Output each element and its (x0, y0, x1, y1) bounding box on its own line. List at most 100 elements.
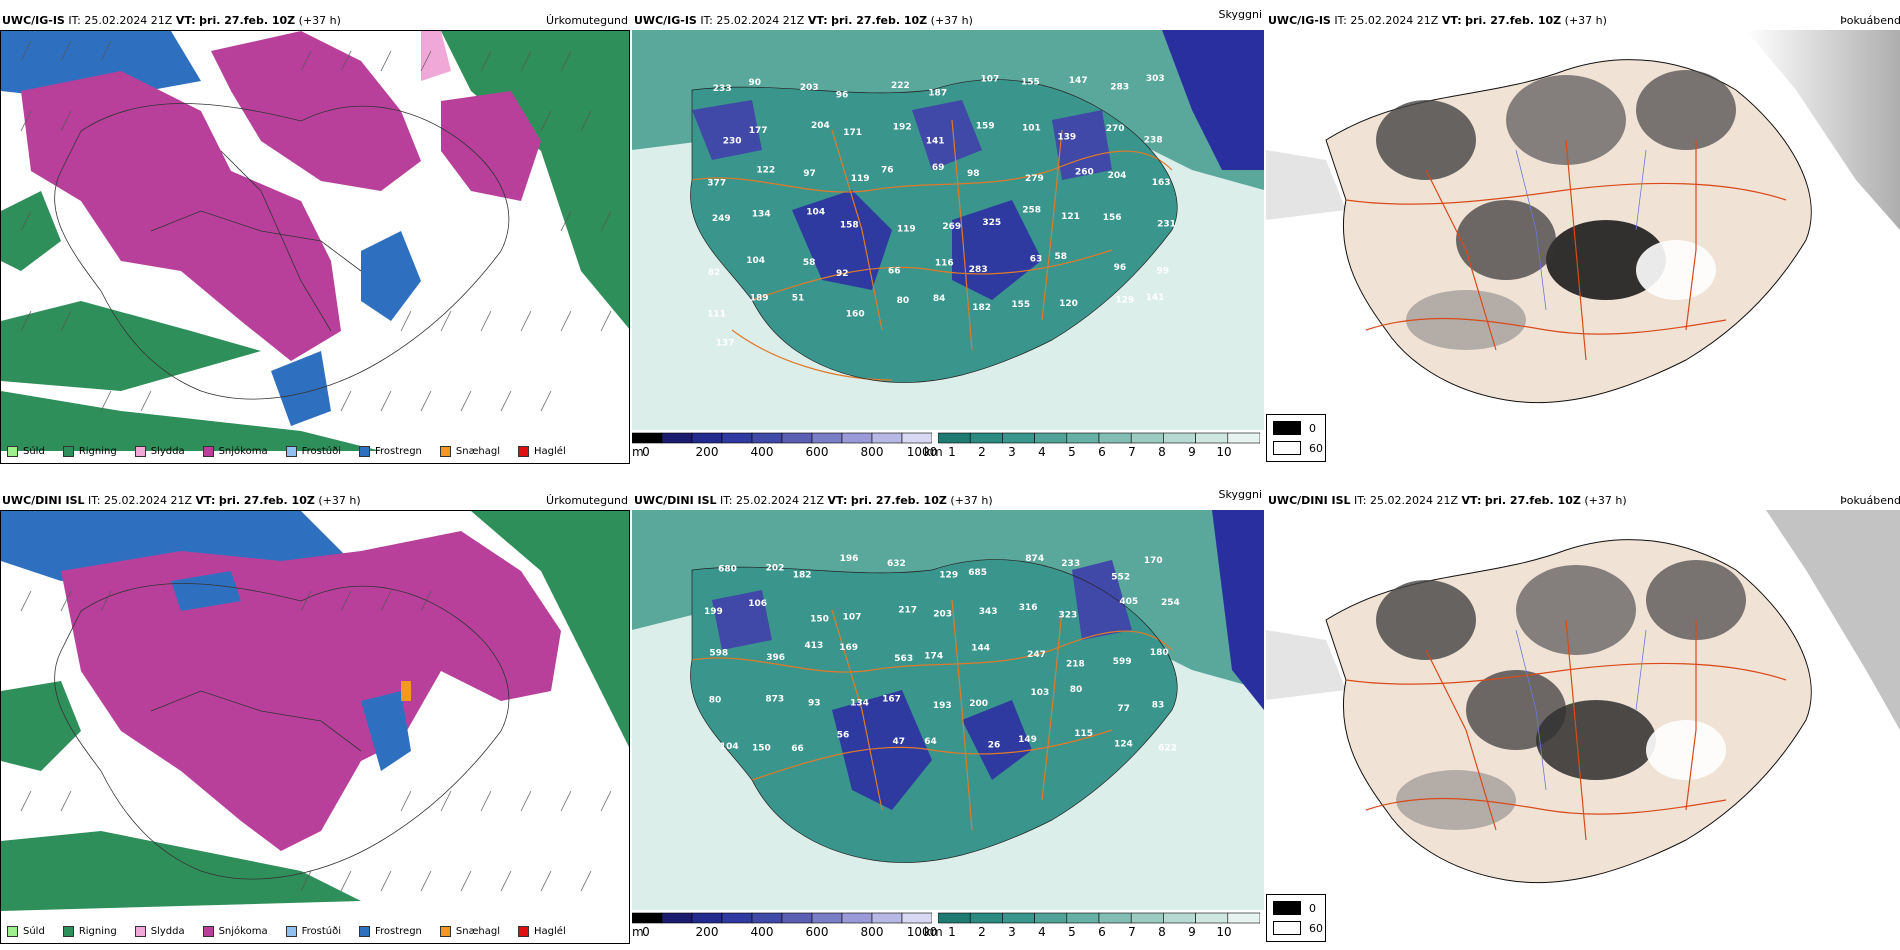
legend-swatch (359, 446, 370, 457)
cloud-base-label: 258 (1022, 206, 1041, 216)
legend-label: Frostúði (301, 926, 341, 937)
cloud-base-label: 116 (935, 258, 954, 268)
legend-swatch (134, 926, 146, 937)
colorbar-segment (811, 912, 843, 924)
cloud-base-label: 120 (1059, 299, 1078, 309)
visibility-panel-bottom: UWC/DINI ISL IT: 25.02.2024 21Z VT: þri.… (632, 488, 1264, 944)
colorbar-segment (1066, 432, 1100, 444)
cloud-base-label: 80 (709, 695, 722, 705)
cloud-base-label: 93 (808, 699, 821, 709)
cloud-base-label: 283 (969, 265, 988, 275)
cloud-base-label: 77 (1117, 704, 1130, 714)
cloud-base-label: 96 (1114, 263, 1127, 273)
legend-item: Snjókoma (202, 446, 268, 457)
colorbar-segment (871, 912, 903, 924)
model-name: UWC/DINI ISL (634, 494, 717, 507)
cloud-base-label: 260 (1075, 168, 1094, 178)
cloud-base-label: 137 (716, 339, 735, 349)
fog-legend-swatch (1273, 441, 1301, 455)
cloud-base-label: 107 (843, 613, 862, 623)
cloud-base-label: 203 (933, 609, 952, 619)
legend-label: Snjókoma (218, 446, 268, 457)
colorbar-segment (691, 912, 723, 924)
fog-index-map (1266, 510, 1900, 910)
colorbar-segment (632, 912, 663, 924)
precip-map-svg (1, 511, 629, 943)
legend-label: Haglél (534, 446, 566, 457)
legend-item: Slydda (134, 926, 185, 937)
cloud-base-label: 80 (897, 296, 910, 306)
legend-item: Snjókoma (202, 926, 268, 937)
precip-type-map: Súld Rigning Slydda Snjókoma Frostúði Frostre… (0, 30, 630, 464)
cloud-base-label: 111 (707, 310, 726, 320)
cloud-base-label: 203 (800, 83, 819, 93)
colorbar-segment (1066, 912, 1100, 924)
legend-item: Frostregn (359, 926, 422, 937)
colorbar-segment (1002, 432, 1035, 444)
model-name: UWC/IG-IS (1268, 14, 1331, 27)
cloud-base-label: 204 (1108, 171, 1127, 181)
cloud-base-label: 66 (888, 266, 901, 276)
init-time: 25.02.2024 21Z (84, 14, 173, 27)
legend-swatch (285, 446, 297, 457)
cloud-base-label: 47 (893, 737, 906, 747)
visibility-colorbar: km 1 2 3 4 5 6 7 8 9 10 (924, 912, 1260, 942)
init-time: 25.02.2024 21Z (716, 14, 805, 27)
cloud-base-label: 104 (746, 256, 765, 266)
colorbar-segment (1195, 432, 1229, 444)
legend-label: Slydda (150, 446, 185, 457)
cloud-base-label: 193 (933, 701, 952, 711)
cloud-base-label: 249 (712, 214, 731, 224)
colorbar-segment (1227, 912, 1260, 924)
cloud-base-label: 187 (928, 89, 947, 99)
cloud-base-label: 343 (979, 607, 998, 617)
cloud-base-label: 874 (1025, 554, 1044, 564)
legend-swatch (62, 926, 74, 937)
cloud-base-label: 598 (709, 649, 728, 659)
legend-item: Snæhagl (439, 926, 500, 937)
panel-title: Úrkomutegund (546, 14, 628, 27)
colorbar-segment (781, 432, 813, 444)
colorbar-segment (841, 912, 873, 924)
cloudbase-colorbar: m 0 200 400 600 800 1000 (632, 912, 937, 942)
cloud-base-label: 82 (708, 268, 721, 278)
lead-time: (+37 h) (930, 14, 973, 27)
precip-type-map: Súld Rigning Slydda Snjókoma Frostúði Frostre… (0, 510, 630, 944)
cloud-base-label: 158 (840, 220, 859, 230)
colorbar-segment (1098, 432, 1132, 444)
legend-label: Haglél (534, 926, 566, 937)
cloud-base-label: 599 (1113, 657, 1132, 667)
valid-time: þri. 27.feb. 10Z (199, 14, 296, 27)
legend-swatch (62, 446, 74, 457)
cloud-base-label: 26 (988, 741, 1001, 751)
colorbar-segment (661, 912, 693, 924)
panel-title: Þokuábendi (1840, 494, 1900, 507)
cloud-base-label: 150 (752, 744, 771, 754)
cloud-base-label: 129 (1115, 296, 1134, 306)
fog-panel-top: UWC/IG-IS IT: 25.02.2024 21Z VT: þri. 27… (1266, 12, 1900, 464)
cloud-base-label: 170 (1144, 556, 1163, 566)
cloud-base-label: 177 (749, 126, 768, 136)
cloud-base-label: 63 (1030, 254, 1043, 264)
panel-header: UWC/IG-IS IT: 25.02.2024 21Z VT: þri. 27… (634, 8, 1262, 27)
fog-legend: 0 60 (1266, 414, 1326, 462)
cloud-base-label: 303 (1146, 74, 1165, 84)
cloud-base-label: 174 (924, 651, 943, 661)
cloud-base-label: 134 (850, 698, 869, 708)
fog-map-svg (1266, 30, 1900, 430)
cloud-base-label: 97 (803, 169, 816, 179)
cloud-base-label: 279 (1025, 174, 1044, 184)
legend-item: Haglél (518, 926, 566, 937)
cloud-base-label: 204 (811, 121, 830, 131)
panel-title: Þokuábendi (1840, 14, 1900, 27)
cloudbase-colorbar-swatches (632, 432, 932, 444)
lead-time: (+37 h) (1584, 494, 1627, 507)
init-time: 25.02.2024 21Z (1370, 494, 1459, 507)
panel-title: Úrkomutegund (546, 494, 628, 507)
init-time: 25.02.2024 21Z (736, 494, 825, 507)
cloud-base-label: 182 (793, 571, 812, 581)
panel-header: UWC/IG-IS IT: 25.02.2024 21Z VT: þri. 27… (1266, 12, 1900, 30)
panel-header: UWC/IG-IS IT: 25.02.2024 21Z VT: þri. 27… (0, 12, 630, 30)
colorbar-segment (1195, 912, 1229, 924)
cloud-base-label: 119 (851, 174, 870, 184)
